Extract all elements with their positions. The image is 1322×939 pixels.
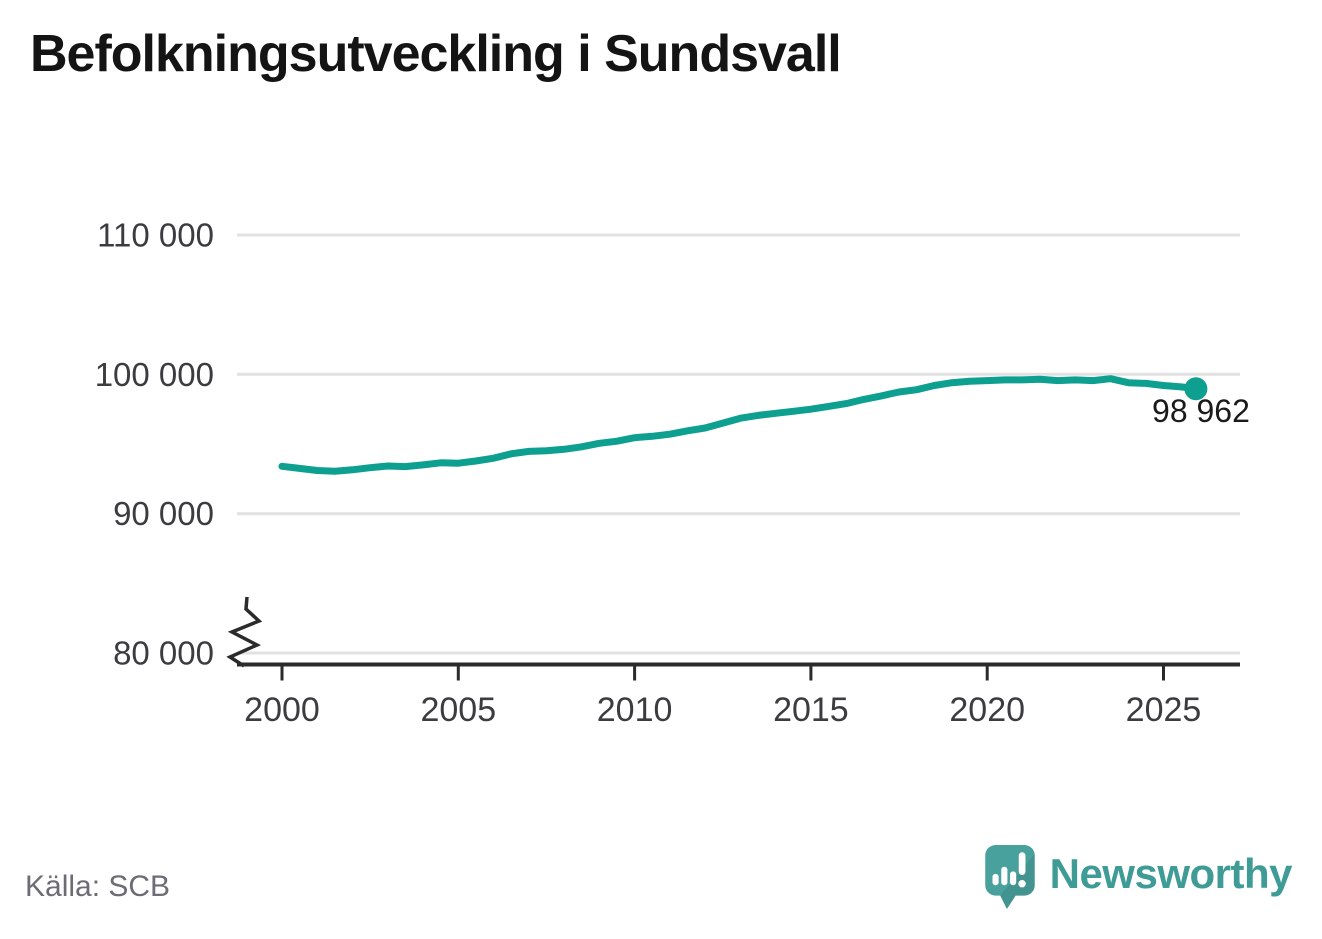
- source-note: Källa: SCB: [25, 870, 171, 903]
- x-axis-tick-label: 2010: [597, 691, 673, 729]
- y-axis-tick-label: 80 000: [113, 635, 214, 672]
- newsworthy-wordmark: Newsworthy: [1049, 850, 1293, 897]
- axis-break-icon: [226, 596, 263, 668]
- chart-title: Befolkningsutveckling i Sundsvall: [30, 25, 842, 83]
- bar-chart-icon: [1009, 871, 1016, 886]
- last-value-label: 98 962: [1152, 393, 1250, 429]
- y-axis-tick-label: 90 000: [113, 495, 214, 532]
- last-point-marker: [1184, 377, 1208, 401]
- bar-chart-icon: [992, 873, 999, 886]
- bar-chart-icon: [1000, 866, 1008, 886]
- y-axis-tick-label: 110 000: [97, 217, 214, 254]
- x-axis-tick-label: 2020: [949, 691, 1025, 729]
- newsworthy-speech-bubble-icon: [984, 845, 1035, 909]
- newsworthy-logo: Newsworthy: [984, 844, 1293, 910]
- population-line: [278, 375, 1200, 475]
- exclamation-icon: [1017, 879, 1026, 888]
- exclamation-icon: [1018, 852, 1026, 875]
- x-axis-tick-label: 2000: [244, 691, 320, 729]
- x-axis-tick-label: 2015: [773, 691, 849, 729]
- x-axis-tick-label: 2025: [1126, 691, 1202, 729]
- x-axis-tick-label: 2005: [420, 691, 496, 729]
- y-axis-tick-label: 100 000: [95, 356, 214, 393]
